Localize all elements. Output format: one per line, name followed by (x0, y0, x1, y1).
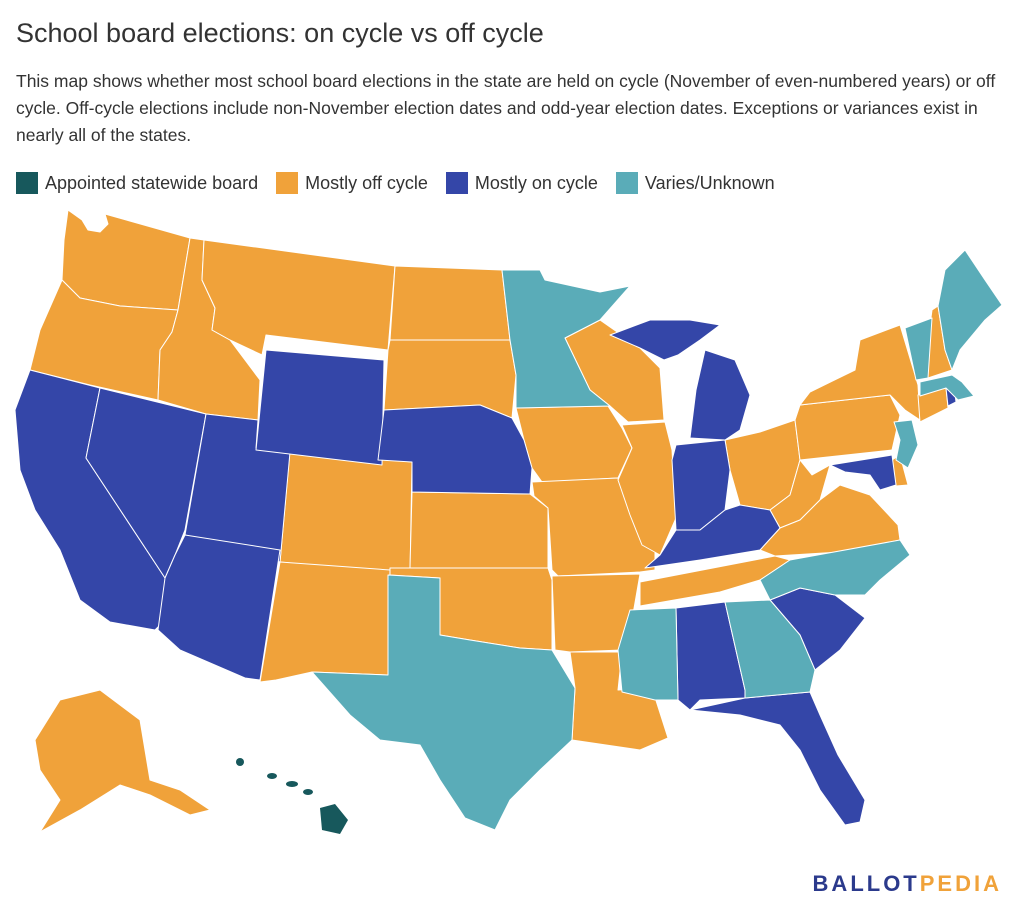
legend-label: Mostly on cycle (474, 172, 598, 193)
state-kentucky[interactable] (644, 504, 781, 569)
legend-label: Varies/Unknown (644, 172, 775, 193)
logo-part-pedia: PEDIA (919, 871, 1002, 896)
legend-item-off-cycle: Mostly off cycle (276, 172, 428, 194)
state-wyoming[interactable] (255, 349, 385, 466)
state-minnesota[interactable] (501, 269, 631, 409)
state-new-mexico[interactable] (259, 561, 391, 683)
ballotpedia-logo: BALLOTPEDIA (813, 871, 1002, 897)
legend: Appointed statewide board Mostly off cyc… (16, 172, 793, 194)
logo-part-ballot: BALLOT (812, 871, 920, 896)
legend-item-appointed: Appointed statewide board (16, 172, 258, 194)
legend-swatch (16, 172, 38, 194)
state-kansas[interactable] (409, 491, 549, 569)
map-title: School board elections: on cycle vs off … (16, 18, 544, 48)
state-nebraska[interactable] (377, 404, 533, 495)
legend-swatch (615, 172, 638, 194)
map-subtitle: This map shows whether most school board… (16, 71, 996, 145)
state-colorado[interactable] (279, 449, 413, 576)
us-map (14, 210, 1003, 834)
state-texas[interactable] (311, 574, 576, 831)
legend-swatch (276, 172, 299, 194)
state-maryland[interactable] (829, 454, 897, 491)
state-alaska[interactable] (34, 689, 211, 833)
state-north-dakota[interactable] (389, 265, 511, 341)
state-hawaii[interactable] (236, 758, 348, 834)
state-arizona[interactable] (157, 534, 281, 681)
state-montana[interactable] (201, 239, 396, 356)
state-vermont[interactable] (904, 317, 933, 381)
legend-item-on-cycle: Mostly on cycle (445, 172, 598, 194)
state-massachusetts[interactable] (919, 374, 975, 401)
state-georgia[interactable] (724, 599, 816, 699)
legend-item-varies: Varies/Unknown (615, 172, 775, 194)
state-north-carolina[interactable] (759, 539, 911, 601)
legend-label: Appointed statewide board (45, 172, 259, 193)
state-new-jersey[interactable] (893, 419, 919, 469)
state-pennsylvania[interactable] (794, 394, 901, 461)
state-mississippi[interactable] (617, 607, 679, 701)
state-maine[interactable] (937, 249, 1003, 371)
state-florida[interactable] (689, 691, 866, 826)
legend-label: Mostly off cycle (305, 172, 428, 193)
state-illinois[interactable] (617, 421, 677, 556)
state-virginia[interactable] (759, 484, 901, 557)
state-michigan[interactable] (609, 319, 751, 441)
state-iowa[interactable] (515, 405, 633, 483)
legend-swatch (445, 172, 468, 194)
state-washington[interactable] (61, 210, 191, 311)
